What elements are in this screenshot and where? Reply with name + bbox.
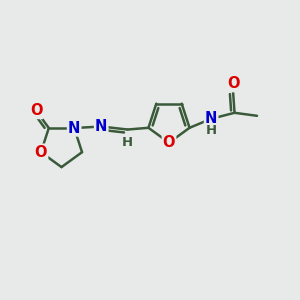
Text: O: O [35, 145, 47, 160]
Text: N: N [95, 119, 107, 134]
Text: H: H [206, 124, 217, 137]
Text: N: N [68, 121, 80, 136]
Text: O: O [227, 76, 239, 91]
Text: N: N [205, 111, 217, 126]
Text: O: O [30, 103, 42, 118]
Text: O: O [163, 135, 175, 150]
Text: H: H [122, 136, 133, 148]
